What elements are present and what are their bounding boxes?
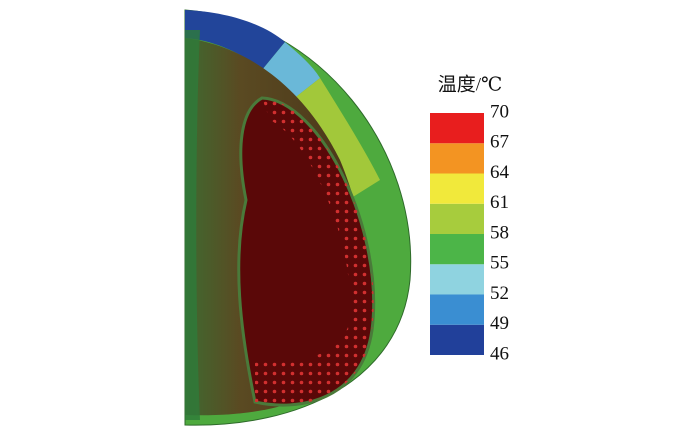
simulation-section [184, 9, 412, 426]
colorbar-band [430, 203, 484, 234]
colorbar-band [430, 143, 484, 174]
colorbar-tick-label: 67 [490, 132, 509, 153]
colorbar-band [430, 234, 484, 265]
colorbar-band [430, 264, 484, 295]
colorbar-band [430, 294, 484, 325]
colorbar-tick-label: 64 [490, 162, 510, 183]
colorbar-title: 温度/℃ [438, 73, 503, 95]
colorbar: 46 49 52 55 58 61 64 67 70 [430, 101, 510, 364]
colorbar-tick-label: 55 [490, 253, 509, 274]
colorbar-band [430, 324, 484, 355]
colorbar-band [430, 173, 484, 204]
colorbar-tick-label: 61 [490, 192, 509, 213]
colorbar-tick-label: 52 [490, 283, 509, 304]
colorbar-tick-label: 58 [490, 222, 509, 243]
colorbar-tick-label: 46 [490, 343, 509, 364]
colorbar-tick-label: 49 [490, 313, 509, 334]
colorbar-band [430, 113, 484, 144]
colorbar-tick-label: 70 [490, 101, 509, 122]
